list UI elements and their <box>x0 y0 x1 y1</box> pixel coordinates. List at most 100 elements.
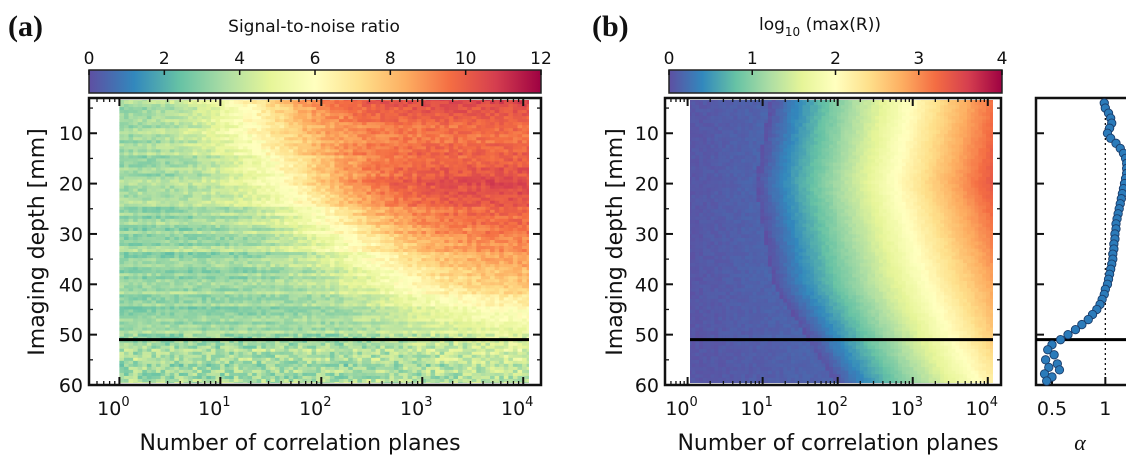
heatmap-a-cell <box>302 261 308 265</box>
heatmap-a-cell <box>252 170 258 175</box>
heatmap-a-cell <box>311 261 317 265</box>
heatmap-a-cell <box>439 113 445 117</box>
heatmap-a-cell <box>206 122 212 126</box>
heatmap-a-cell <box>192 188 198 193</box>
heatmap-a-cell <box>384 258 390 262</box>
heatmap-a-cell <box>348 200 354 205</box>
heatmap-a-cell <box>201 218 207 223</box>
heatmap-a-cell <box>499 134 505 138</box>
heatmap-a-cell <box>265 152 271 156</box>
heatmap-a-cell <box>192 158 198 163</box>
heatmap-a-cell <box>188 215 194 220</box>
heatmap-a-cell <box>242 110 249 114</box>
heatmap-a-cell <box>188 264 194 268</box>
heatmap-a-cell <box>270 188 276 193</box>
heatmap-a-cell <box>384 158 390 163</box>
heatmap-a-cell <box>329 215 336 220</box>
heatmap-a-cell <box>133 125 139 129</box>
heatmap-a-cell <box>485 249 491 253</box>
heatmap-a-cell <box>526 215 529 220</box>
heatmap-a-cell <box>352 258 358 262</box>
heatmap-a-cell <box>476 128 482 132</box>
heatmap-a-cell <box>119 182 125 187</box>
heatmap-a-cell <box>517 246 523 250</box>
heatmap-a-cell <box>192 255 198 259</box>
heatmap-a-cell <box>357 137 363 141</box>
heatmap-a-cell <box>197 230 203 235</box>
heatmap-a-cell <box>439 107 445 111</box>
heatmap-a-cell <box>512 101 519 105</box>
heatmap-a-cell <box>458 182 464 187</box>
heatmap-a-cell <box>371 152 377 156</box>
heatmap-a-cell <box>229 107 235 111</box>
heatmap-a-cell <box>284 188 290 193</box>
heatmap-a-cell <box>320 101 326 105</box>
heatmap-a-cell <box>425 179 432 184</box>
heatmap-a-cell <box>467 155 473 160</box>
heatmap-a-cell <box>508 113 514 117</box>
heatmap-a-cell <box>425 164 432 169</box>
heatmap-a-cell <box>526 149 529 153</box>
heatmap-a-cell <box>169 179 175 184</box>
heatmap-a-cell <box>201 140 207 144</box>
colorbar-tick-label: 4 <box>234 49 245 69</box>
heatmap-a-cell <box>494 230 500 235</box>
heatmap-a-cell <box>156 149 162 153</box>
heatmap-a-cell <box>480 200 487 205</box>
heatmap-a-cell <box>462 164 468 169</box>
heatmap-a-cell <box>398 261 404 265</box>
heatmap-a-cell <box>467 182 473 187</box>
heatmap-a-cell <box>357 200 363 205</box>
heatmap-a-cell <box>389 152 395 156</box>
heatmap-a-cell <box>284 104 290 108</box>
heatmap-a-cell <box>448 261 455 265</box>
heatmap-a-cell <box>307 128 313 132</box>
heatmap-a-cell <box>334 261 340 265</box>
heatmap-a-cell <box>270 212 276 217</box>
heatmap-a-cell <box>210 125 217 129</box>
heatmap-a-cell <box>265 146 271 150</box>
heatmap-a-cell <box>274 122 281 126</box>
heatmap-a-cell <box>398 116 404 120</box>
heatmap-a-cell <box>334 176 340 181</box>
heatmap-a-cell <box>398 209 404 214</box>
heatmap-a-cell <box>128 221 134 226</box>
heatmap-a-cell <box>247 176 253 181</box>
heatmap-a-cell <box>375 107 381 111</box>
heatmap-a-cell <box>334 246 340 250</box>
heatmap-a-cell <box>471 236 477 241</box>
heatmap-a-cell <box>307 185 313 190</box>
heatmap-a-cell <box>215 125 221 129</box>
heatmap-a-cell <box>160 100 166 102</box>
heatmap-a-cell <box>188 209 194 214</box>
heatmap-a-cell <box>229 167 235 172</box>
heatmap-a-cell <box>233 134 239 138</box>
heatmap-a-cell <box>201 255 207 259</box>
heatmap-a-cell <box>206 252 212 256</box>
heatmap-a-cell <box>389 107 395 111</box>
heatmap-a-cell <box>526 128 529 132</box>
heatmap-a-cell <box>334 191 340 196</box>
heatmap-a-cell <box>512 110 519 114</box>
heatmap-a-cell <box>137 264 143 268</box>
heatmap-a-cell <box>448 119 455 123</box>
heatmap-a-cell <box>192 182 198 187</box>
heatmap-a-cell <box>252 107 258 111</box>
heatmap-a-cell <box>389 191 395 196</box>
heatmap-a-cell <box>380 158 386 163</box>
heatmap-a-cell <box>137 243 143 247</box>
heatmap-a-cell <box>329 236 336 241</box>
heatmap-a-cell <box>361 197 368 202</box>
heatmap-a-cell <box>165 167 171 172</box>
heatmap-a-cell <box>146 149 153 153</box>
heatmap-a-cell <box>293 149 299 153</box>
heatmap-a-cell <box>210 215 217 220</box>
heatmap-a-cell <box>467 100 473 102</box>
heatmap-a-cell <box>334 200 340 205</box>
heatmap-a-cell <box>247 146 253 150</box>
heatmap-a-cell <box>274 221 281 226</box>
colorbar-b-title: log10 (max(R)) <box>759 15 881 39</box>
heatmap-a-cell <box>371 101 377 105</box>
heatmap-a-cell <box>448 212 455 217</box>
heatmap-a-cell <box>467 146 473 150</box>
